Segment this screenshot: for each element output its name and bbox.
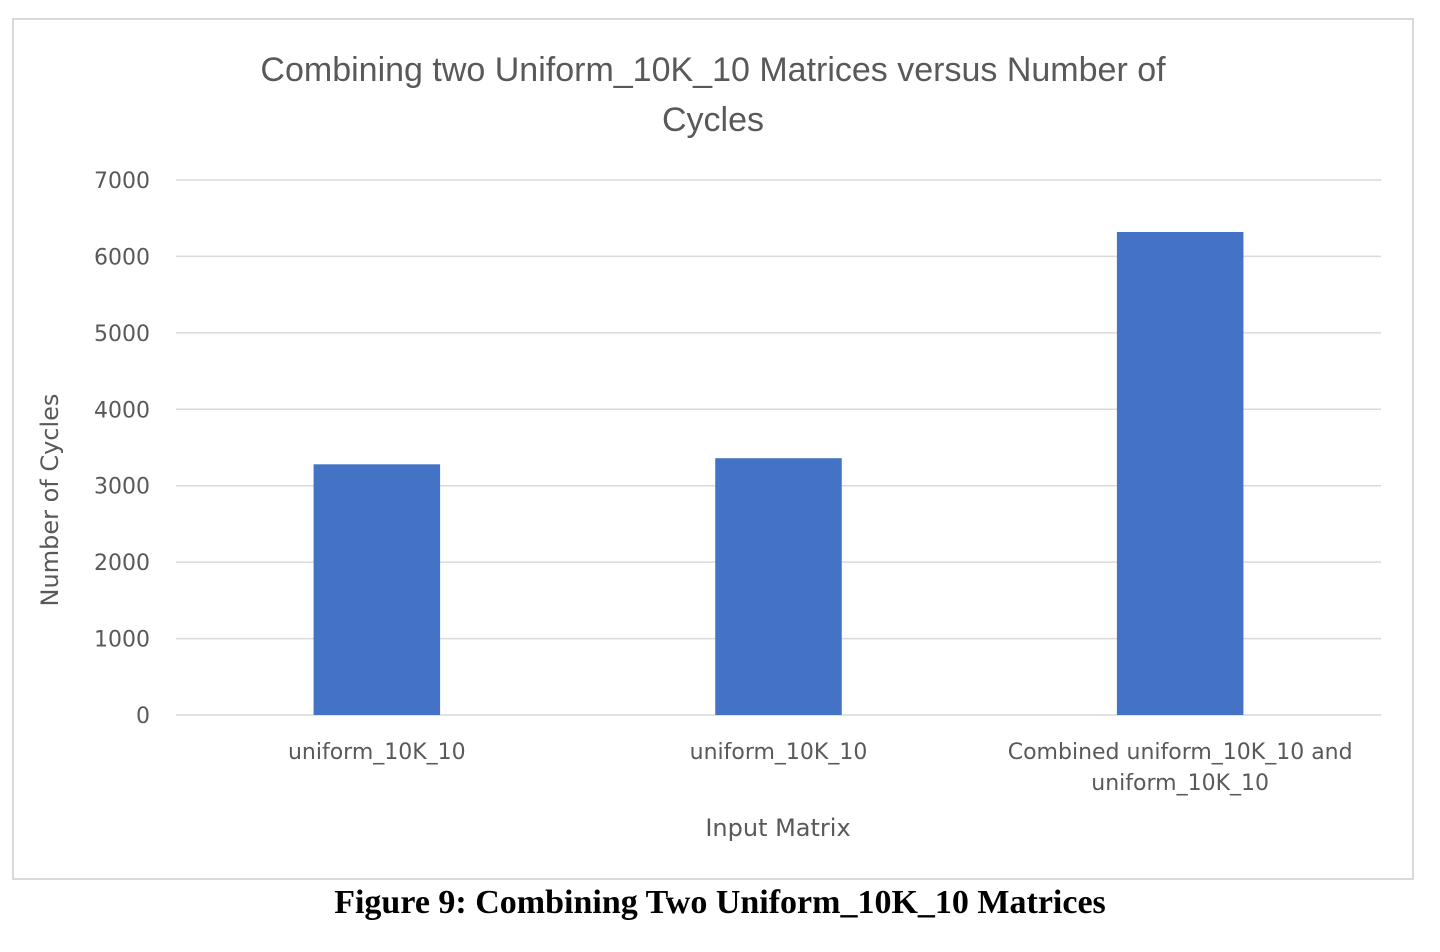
chart-title: Combining two Uniform_10K_10 Matrices ve… bbox=[260, 51, 1166, 139]
y-tick-label: 3000 bbox=[94, 475, 150, 500]
y-tick-labels: 0 1000 2000 3000 4000 5000 6000 7000 bbox=[94, 169, 150, 729]
x-category-label: uniform_10K_10 bbox=[288, 740, 466, 765]
bar bbox=[313, 464, 441, 715]
y-tick-label: 6000 bbox=[94, 245, 150, 270]
y-tick-label: 4000 bbox=[94, 398, 150, 423]
figure-caption: Figure 9: Combining Two Uniform_10K_10 M… bbox=[334, 884, 1106, 921]
chart-title-line: Cycles bbox=[662, 101, 764, 139]
x-category-label: Combined uniform_10K_10 and bbox=[1008, 740, 1353, 765]
y-tick-label: 1000 bbox=[94, 628, 150, 653]
y-axis-title: Number of Cycles bbox=[36, 394, 64, 607]
bar bbox=[1116, 231, 1244, 715]
x-category-label: uniform_10K_10 bbox=[1091, 771, 1269, 796]
bars bbox=[313, 231, 1244, 715]
y-tick-label: 7000 bbox=[94, 169, 150, 194]
x-axis-title: Input Matrix bbox=[705, 814, 850, 842]
x-category-label: uniform_10K_10 bbox=[690, 740, 868, 765]
category-labels: uniform_10K_10 uniform_10K_10 Combined uni… bbox=[288, 740, 1353, 796]
y-tick-label: 2000 bbox=[94, 551, 150, 576]
y-tick-label: 5000 bbox=[94, 322, 150, 347]
y-tick-label: 0 bbox=[136, 704, 150, 729]
bar bbox=[715, 458, 842, 715]
chart-title-line: Combining two Uniform_10K_10 Matrices ve… bbox=[260, 51, 1166, 89]
